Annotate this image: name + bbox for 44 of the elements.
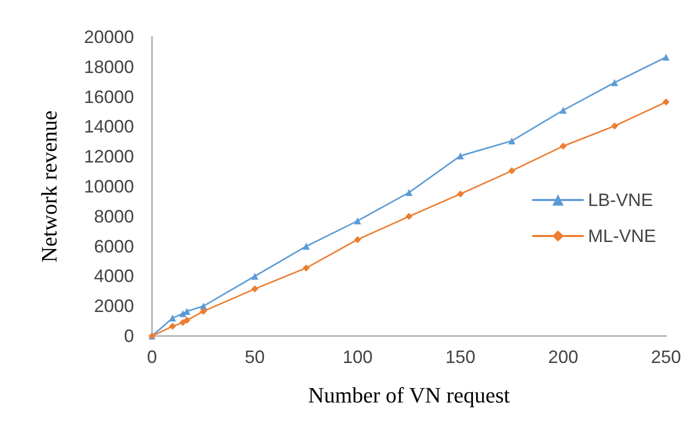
y-tick-label: 12000 bbox=[84, 146, 134, 167]
point bbox=[508, 167, 516, 174]
point bbox=[179, 319, 186, 326]
point bbox=[302, 242, 310, 250]
point bbox=[251, 285, 258, 292]
point bbox=[456, 152, 464, 160]
legend-label: ML-VNE bbox=[588, 226, 656, 246]
point bbox=[169, 322, 176, 330]
point bbox=[560, 142, 567, 150]
y-tick-label: 2000 bbox=[94, 296, 134, 316]
x-tick-label: 250 bbox=[650, 347, 682, 367]
point bbox=[406, 212, 412, 220]
y-tick-label: 6000 bbox=[94, 236, 134, 256]
y-tick-label: 18000 bbox=[84, 56, 134, 77]
x-tick-label: 0 bbox=[146, 347, 158, 367]
y-tick-label: 16000 bbox=[84, 86, 134, 107]
point bbox=[406, 188, 412, 196]
point bbox=[508, 137, 516, 144]
y-tick-label: 4000 bbox=[94, 266, 134, 286]
y-axis-title: Network revenue bbox=[36, 110, 62, 263]
y-tick-label: 8000 bbox=[94, 206, 134, 226]
x-tick-label: 100 bbox=[342, 347, 373, 367]
point bbox=[354, 217, 362, 224]
point bbox=[183, 316, 190, 324]
y-tick-label: 20000 bbox=[84, 27, 134, 47]
point bbox=[611, 79, 618, 86]
point bbox=[662, 98, 670, 106]
x-tick-label: 150 bbox=[445, 347, 476, 367]
point bbox=[200, 308, 207, 315]
point bbox=[611, 122, 618, 130]
x-tick-label: 200 bbox=[548, 347, 578, 367]
point bbox=[662, 54, 670, 61]
y-tick-label: 0 bbox=[124, 326, 134, 346]
point bbox=[456, 190, 464, 198]
y-tick-label: 10000 bbox=[84, 176, 134, 196]
point bbox=[169, 314, 176, 322]
y-tick-label: 14000 bbox=[84, 116, 134, 137]
legend-label: LB-VNE bbox=[588, 190, 654, 210]
x-tick-label: 50 bbox=[244, 347, 265, 367]
point bbox=[251, 272, 258, 280]
point bbox=[560, 106, 567, 114]
point bbox=[354, 236, 362, 244]
x-axis-title: Number of VN request bbox=[308, 382, 510, 408]
point bbox=[302, 264, 310, 272]
